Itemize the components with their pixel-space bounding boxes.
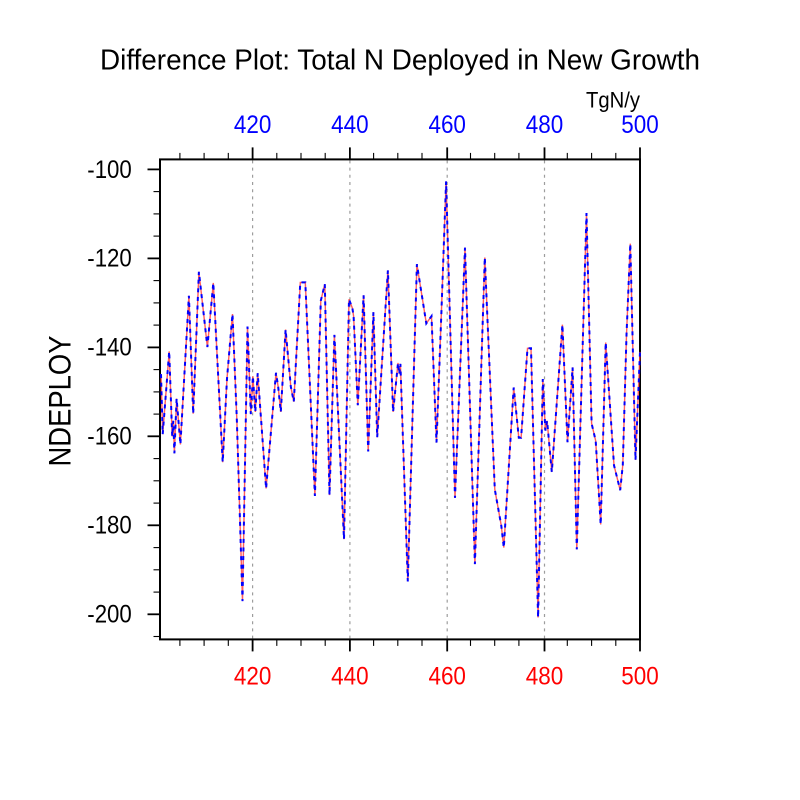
svg-text:420: 420 [234, 664, 272, 691]
svg-text:TgN/y: TgN/y [586, 88, 641, 113]
svg-text:500: 500 [621, 664, 659, 691]
svg-text:480: 480 [526, 664, 564, 691]
svg-text:-180: -180 [87, 513, 132, 540]
svg-text:460: 460 [428, 664, 466, 691]
svg-text:500: 500 [621, 112, 659, 139]
svg-text:-160: -160 [87, 424, 132, 451]
svg-text:-140: -140 [87, 335, 132, 362]
svg-text:440: 440 [331, 664, 369, 691]
svg-text:480: 480 [526, 112, 564, 139]
svg-text:460: 460 [428, 112, 466, 139]
svg-text:Difference Plot: Total N Deplo: Difference Plot: Total N Deployed in New… [100, 44, 700, 76]
svg-text:420: 420 [234, 112, 272, 139]
svg-text:-200: -200 [87, 602, 132, 629]
svg-text:-100: -100 [87, 157, 132, 184]
svg-text:440: 440 [331, 112, 369, 139]
svg-text:NDEPLOY: NDEPLOY [42, 336, 78, 467]
svg-text:-120: -120 [87, 246, 132, 273]
